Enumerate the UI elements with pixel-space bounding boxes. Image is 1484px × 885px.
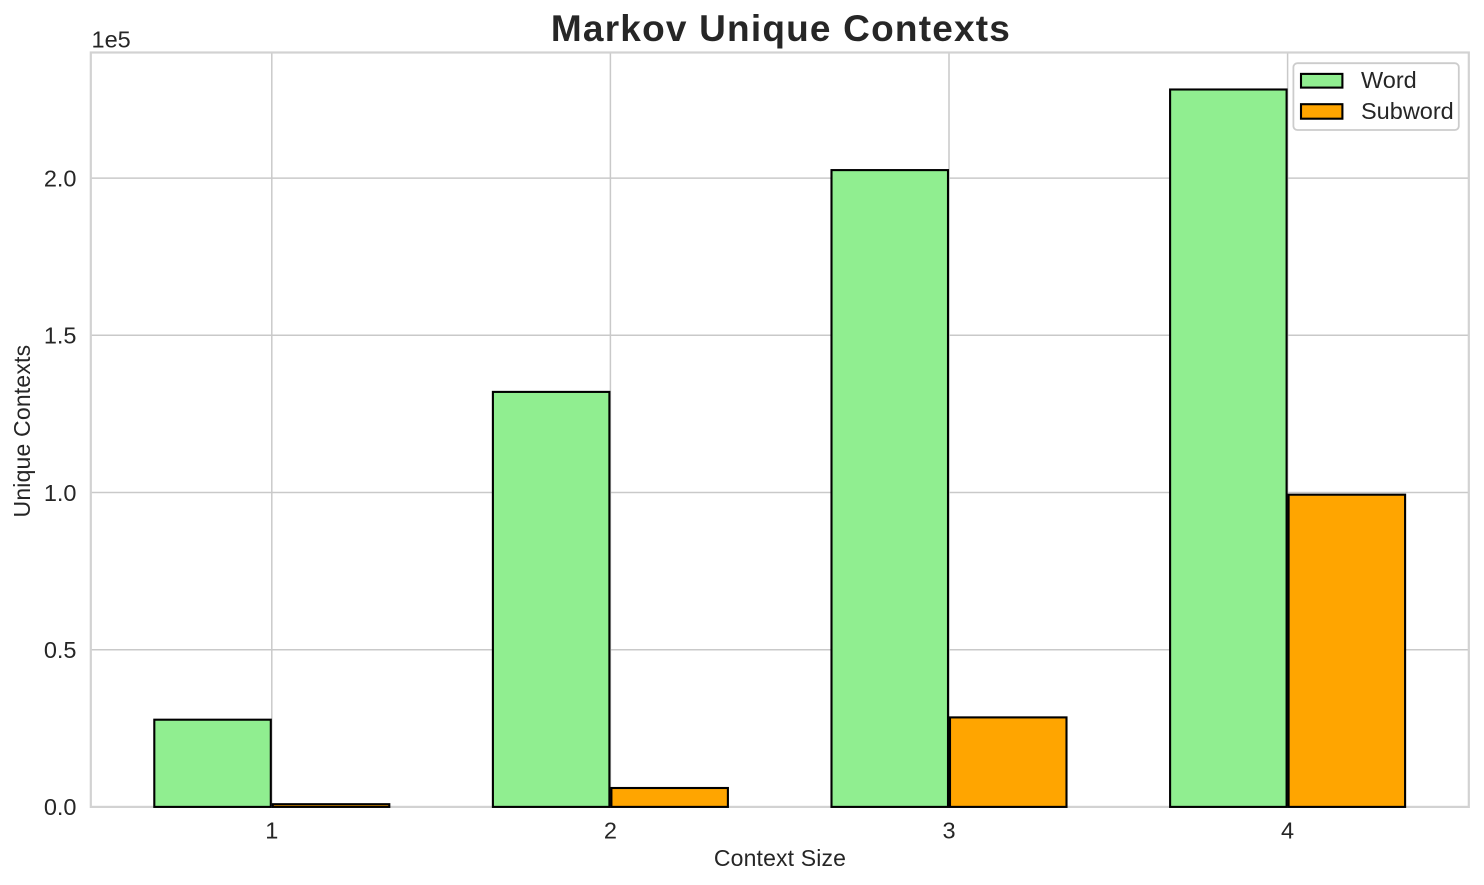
svg-text:1.0: 1.0 — [44, 480, 77, 506]
svg-text:0.0: 0.0 — [44, 794, 77, 820]
svg-text:Markov Unique Contexts: Markov Unique Contexts — [551, 8, 1011, 49]
svg-text:1: 1 — [265, 818, 278, 844]
svg-text:Context Size: Context Size — [714, 845, 846, 871]
svg-text:4: 4 — [1281, 818, 1294, 844]
svg-text:2: 2 — [604, 818, 617, 844]
svg-text:Unique Contexts: Unique Contexts — [9, 345, 35, 518]
svg-text:Subword: Subword — [1361, 98, 1454, 124]
svg-text:1.5: 1.5 — [44, 323, 77, 349]
svg-text:0.5: 0.5 — [44, 637, 77, 663]
svg-text:2.0: 2.0 — [44, 165, 77, 191]
svg-text:3: 3 — [942, 818, 955, 844]
svg-text:1e5: 1e5 — [92, 26, 131, 52]
svg-text:Word: Word — [1361, 67, 1417, 93]
